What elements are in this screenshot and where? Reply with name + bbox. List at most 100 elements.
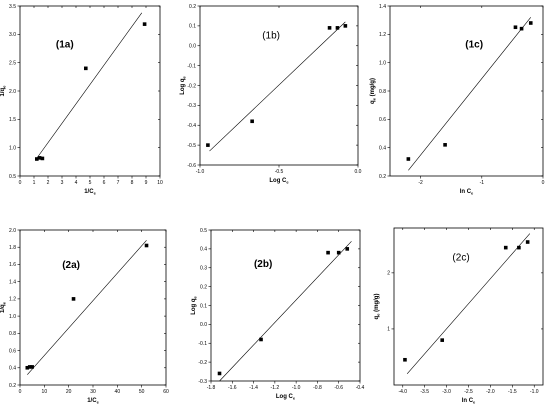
data-point	[259, 337, 263, 342]
data-point	[440, 338, 445, 342]
x-tick-label: -1	[480, 180, 485, 186]
x-tick-label: 0	[19, 389, 22, 395]
y-axis-label: 1/qe	[0, 301, 7, 313]
y-tick-label: -0.6	[187, 163, 196, 169]
data-point	[345, 247, 350, 251]
data-point	[84, 66, 88, 71]
data-point	[528, 21, 533, 25]
panel-label: (1c)	[465, 39, 483, 50]
y-tick-label: 1	[387, 327, 390, 333]
x-tick-label: -0.6	[334, 385, 343, 391]
chart-panel-2: -1.0 -0.5 0.0 -0.6 -0.5 -0.4 -0.3 -0.2 -0.1 0.0 0.…	[180, 4, 362, 185]
plot-frame	[19, 229, 167, 386]
panel-label: (2a)	[62, 260, 80, 271]
x-tick-label: 40	[115, 389, 121, 395]
y-tick-label: 0.8	[379, 89, 386, 95]
data-point	[217, 371, 222, 376]
data-point	[37, 156, 42, 160]
data-point	[27, 365, 32, 369]
x-tick-label: -3.0	[442, 389, 451, 395]
data-point	[326, 250, 330, 255]
y-tick-label: -0.3	[187, 103, 196, 109]
x-tick-label: 8	[131, 180, 134, 186]
y-tick-label: 1.6	[9, 262, 16, 268]
x-tick-label: -0.4	[356, 385, 365, 391]
y-tick-label: 3.0	[9, 32, 16, 38]
x-axis-label: ln Ce	[462, 398, 476, 405]
y-tick-label: 1.0	[9, 314, 16, 320]
x-tick-label: -4.0	[398, 389, 407, 395]
fit-line	[406, 233, 531, 374]
y-tick-label: -0.2	[198, 360, 207, 366]
y-tick-label: 1.0	[379, 60, 386, 66]
x-axis-label: 1/Ce	[84, 189, 96, 196]
y-tick-label: 0.6	[9, 348, 16, 354]
y-tick-label: 0.2	[379, 174, 386, 180]
data-point	[513, 25, 518, 30]
x-axis-label: Log Ce	[269, 178, 289, 185]
data-point	[327, 26, 332, 30]
y-axis-label: qe (mg/g)	[370, 78, 377, 104]
x-tick-label: 20	[66, 389, 72, 395]
y-tick-label: 2	[387, 271, 390, 277]
x-tick-label: 60	[163, 389, 169, 395]
x-tick-label: 0	[542, 180, 545, 186]
x-tick-label: 1	[33, 180, 36, 186]
panel-label: (2c)	[452, 252, 469, 263]
data-point	[25, 365, 30, 370]
y-tick-label: -0.1	[187, 63, 196, 69]
y-tick-label: 1.0	[9, 145, 16, 151]
data-point	[443, 143, 447, 147]
chart-panel-4: 0 10 20 30 40 50 60 0.2 0.4 0.6 0.8 1.0 1.2 1.4 1.6 1.8…	[0, 228, 169, 405]
y-tick-label: 0.5	[200, 228, 207, 234]
x-tick-label: -2	[418, 180, 423, 186]
x-tick-label: 4	[75, 180, 78, 186]
y-tick-label: 0.4	[379, 145, 386, 151]
y-axis-label: 1/qe	[0, 85, 7, 97]
x-tick-label: 5	[89, 180, 92, 186]
data-point	[35, 157, 39, 161]
x-tick-label: 9	[145, 180, 148, 186]
y-tick-label: 1.4	[9, 279, 16, 285]
fit-line	[219, 241, 352, 382]
panel-label: (1a)	[56, 39, 74, 50]
y-axis-label: Log qe	[180, 75, 187, 94]
y-axis-label: Log qe	[191, 295, 198, 314]
y-tick-label: 0.4	[200, 247, 207, 253]
x-tick-label: 7	[117, 180, 120, 186]
x-tick-label: -0.8	[313, 385, 322, 391]
y-tick-label: 0.2	[200, 284, 207, 290]
x-tick-label: -2.0	[486, 389, 495, 395]
x-tick-label: 6	[103, 180, 106, 186]
chart-panel-6: -4.0 -3.5 -3.0 -2.5 -2.0 -1.5 -1.0 1 2 ln Ce qe (m…	[374, 227, 544, 405]
chart-panel-1: 0 1 2 3 4 5 6 7 8 9 10 0.5 1.0 1.5 2.0 2.5 3.0 3.5 1/Ce 1/q…	[0, 4, 163, 196]
y-tick-label: -0.4	[187, 123, 196, 129]
fit-line	[408, 17, 531, 171]
y-tick-label: 0.0	[200, 322, 207, 328]
y-tick-label: 0.4	[9, 366, 16, 372]
y-tick-label: 0.1	[200, 303, 207, 309]
chart-panel-3: -2 -1 0 0.2 0.4 0.6 0.8 1.0 1.2 1.4 ln Ce qe (mg/g)…	[370, 4, 545, 196]
x-axis-label: ln Ce	[460, 189, 474, 196]
y-tick-label: -0.2	[187, 83, 196, 89]
data-point	[503, 245, 508, 250]
x-tick-label: 0	[19, 180, 22, 186]
x-tick-label: -1.0	[292, 385, 301, 391]
y-tick-label: -0.5	[187, 143, 196, 149]
data-point	[403, 357, 407, 362]
y-tick-label: 0.2	[9, 383, 16, 389]
x-axis-label: Log Ce	[276, 394, 296, 401]
x-tick-label: -0.5	[275, 169, 284, 175]
x-tick-label: -1.4	[249, 385, 258, 391]
y-tick-label: 0.0	[189, 44, 196, 50]
data-point	[142, 22, 147, 26]
y-tick-label: 2.5	[9, 60, 16, 66]
data-point	[406, 157, 411, 161]
y-tick-label: -0.1	[198, 341, 207, 347]
x-tick-label: 50	[139, 389, 145, 395]
x-axis-label: 1/Ce	[87, 398, 99, 405]
y-tick-label: 3.5	[9, 4, 16, 10]
y-tick-label: 0.6	[379, 117, 386, 123]
data-point	[519, 26, 524, 31]
